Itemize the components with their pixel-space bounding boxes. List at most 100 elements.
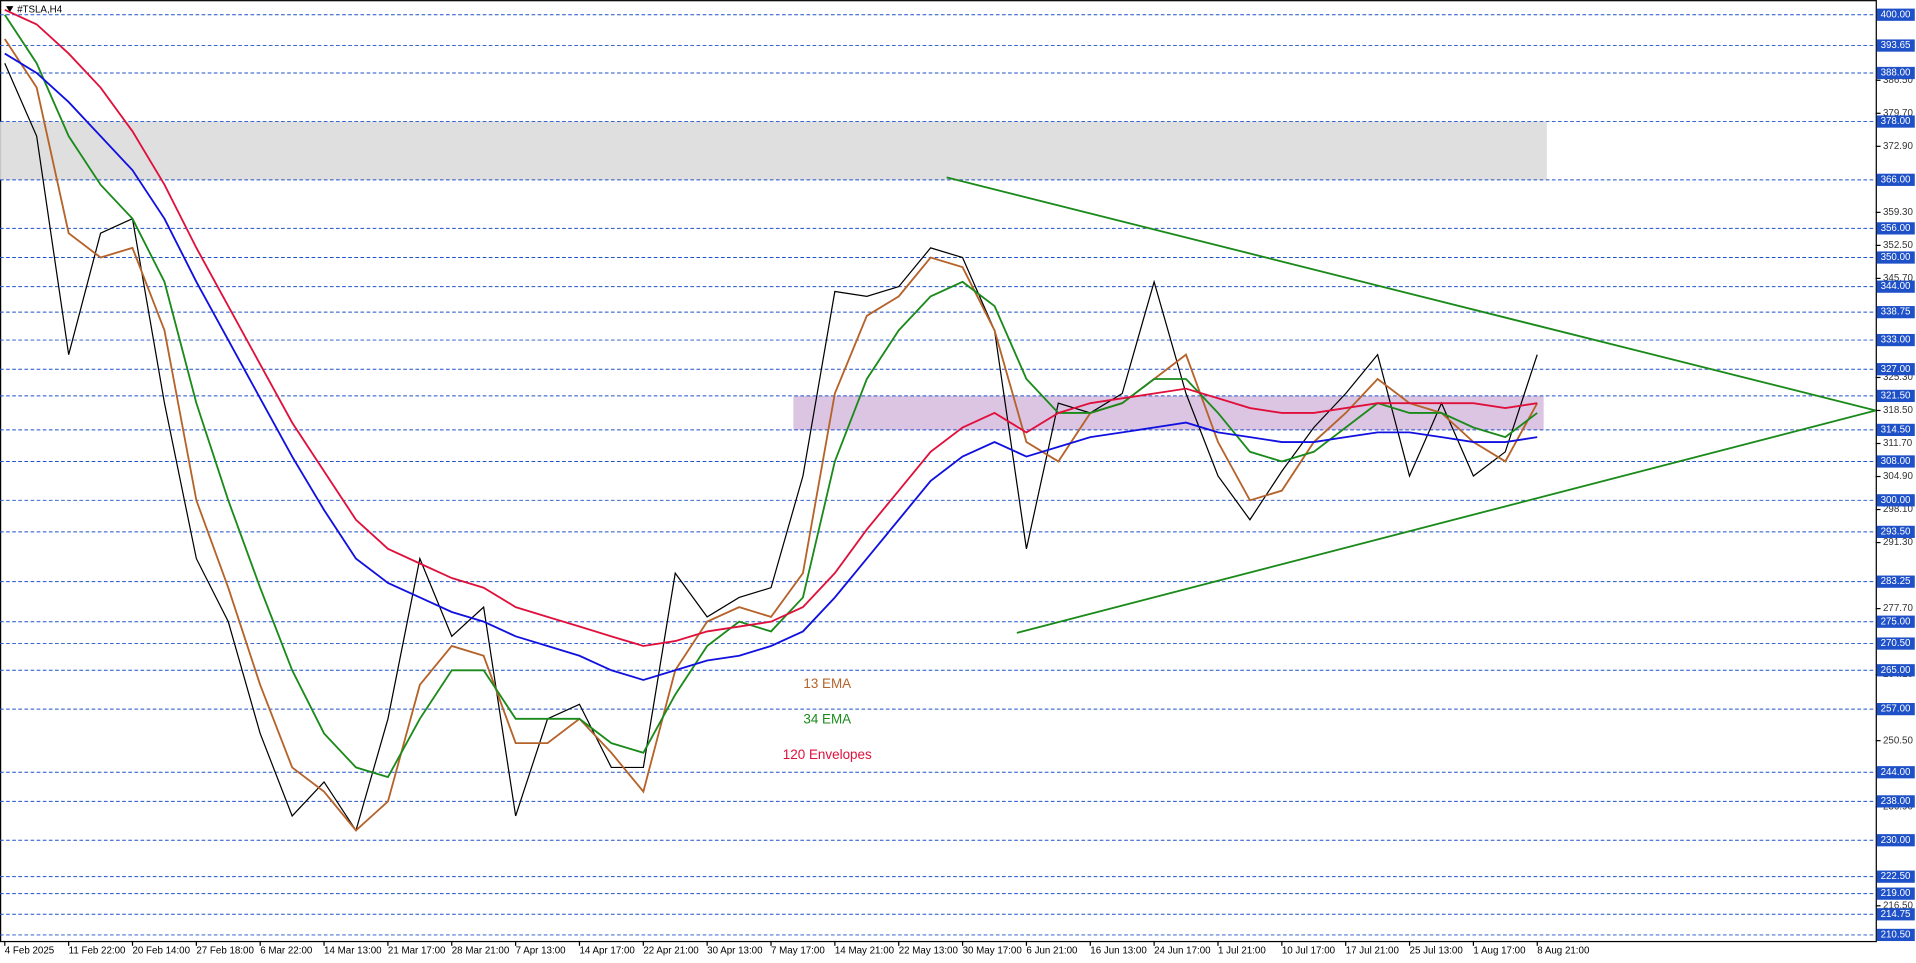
y-tick-label: 304.90 [1883,471,1913,482]
level-label-box [1876,766,1915,779]
level-label-box [1876,389,1915,403]
level-label: 308.00 [1881,456,1911,467]
legend-label: 34 EMA [803,711,851,726]
level-label: 238.00 [1881,796,1911,807]
series-line [4,52,1538,681]
x-tick-label: 10 Jul 17:00 [1282,945,1336,956]
x-tick-label: 20 Feb 14:00 [132,945,190,956]
y-tick-label: 359.30 [1883,207,1913,218]
level-label-box [1876,494,1915,507]
level-label-box [1876,306,1915,319]
x-tick-label: 27 Feb 18:00 [196,945,254,956]
level-label: 333.00 [1881,335,1911,346]
level-label-box [1876,615,1915,628]
level-label-box [1876,525,1915,538]
level-label-box [1876,251,1915,264]
level-label-box [1876,222,1915,235]
x-tick-label: 14 May 21:00 [835,945,895,956]
series-line [4,8,1538,647]
x-tick-label: 8 Aug 21:00 [1537,945,1590,956]
level-label-box [1876,908,1915,921]
x-tick-label: 6 Mar 22:00 [260,945,313,956]
x-tick-label: 11 Feb 22:00 [69,945,126,956]
y-tick-label: 250.50 [1883,735,1913,746]
level-label: 314.50 [1881,424,1911,435]
level-label-box [1876,637,1915,650]
series-line [3,14,1538,779]
level-label: 321.50 [1881,390,1911,401]
level-label-box [1876,423,1915,437]
y-tick-label: 311.70 [1883,438,1913,449]
level-label: 366.00 [1881,174,1911,185]
level-label-box [1876,280,1915,293]
trendline [1016,409,1876,634]
level-label-box [1876,887,1915,900]
level-label: 393.65 [1881,40,1911,51]
level-label-box [1876,834,1915,847]
level-label: 275.00 [1881,616,1911,627]
level-label-box [1876,928,1915,942]
y-tick-label: 386.50 [1883,75,1913,86]
chart-title: #TSLA,H4 [17,4,63,15]
y-tick-label: 379.70 [1883,108,1913,119]
level-label: 327.00 [1881,364,1911,375]
x-tick-label: 30 Apr 13:00 [707,945,763,956]
x-tick-label: 21 Mar 17:00 [388,945,446,956]
level-label-box [1876,39,1915,52]
level-label: 265.00 [1881,665,1911,676]
x-tick-label: 25 Jul 13:00 [1410,945,1464,956]
level-label: 388.00 [1881,68,1911,79]
level-label-box [1876,173,1915,186]
level-label: 219.00 [1881,888,1911,899]
x-tick-label: 17 Jul 21:00 [1346,945,1400,956]
level-label-box [1876,664,1915,677]
level-label: 300.00 [1881,495,1911,506]
x-tick-label: 14 Apr 17:00 [579,945,635,956]
level-label-box [1876,455,1915,468]
level-label: 214.75 [1881,909,1911,920]
level-label-box [1876,575,1915,588]
x-tick-label: 28 Mar 21:00 [452,945,510,956]
level-label: 338.75 [1881,307,1911,318]
y-tick-label: 291.30 [1883,537,1913,548]
level-label: 344.00 [1881,281,1911,292]
x-tick-label: 14 Mar 13:00 [324,945,382,956]
y-tick-label: 277.70 [1883,603,1913,614]
level-label-box [1876,66,1915,80]
x-tick-label: 1 Aug 17:00 [1473,945,1526,956]
level-label: 378.00 [1881,116,1911,127]
legend-label: 13 EMA [803,676,851,691]
level-label: 283.25 [1881,576,1911,587]
y-tick-label: 372.90 [1883,141,1913,152]
y-tick-label: 298.10 [1883,504,1913,515]
level-label: 356.00 [1881,223,1911,234]
level-label-box [1876,363,1915,376]
y-tick-label: 318.50 [1883,405,1913,416]
level-label: 257.00 [1881,704,1911,715]
level-label-box [1876,795,1915,808]
level-label: 293.50 [1881,526,1911,537]
level-label-box [1876,703,1915,716]
menu-arrow [6,6,14,13]
level-label: 222.50 [1881,871,1911,882]
x-tick-label: 24 Jun 17:00 [1154,945,1211,956]
level-label: 350.00 [1881,252,1911,263]
legend-label: 120 Envelopes [783,747,872,762]
x-tick-label: 1 Jul 21:00 [1218,945,1266,956]
level-label-box [1876,8,1915,21]
x-tick-label: 7 Apr 13:00 [516,945,567,956]
trendline [946,176,1876,412]
level-label-box [1876,333,1915,347]
y-tick-label: 216.50 [1883,900,1913,911]
level-label: 400.00 [1881,9,1911,20]
y-tick-label: 345.70 [1883,273,1913,284]
x-tick-label: 16 Jun 13:00 [1090,945,1147,956]
x-tick-label: 4 Feb 2025 [5,945,55,956]
level-label: 210.50 [1881,930,1911,941]
level-label: 244.00 [1881,767,1911,778]
zone [0,121,1547,180]
series-line [4,62,1538,832]
x-tick-label: 7 May 17:00 [771,945,825,956]
